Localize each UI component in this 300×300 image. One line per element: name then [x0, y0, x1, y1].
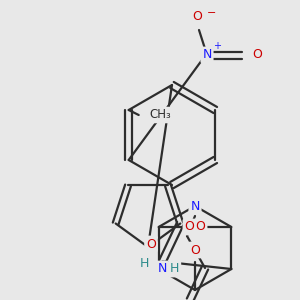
Text: O: O: [146, 238, 156, 250]
Text: H: H: [140, 257, 149, 270]
Text: O: O: [252, 49, 262, 62]
Text: N: N: [190, 200, 200, 212]
Text: N: N: [202, 49, 212, 62]
Text: O: O: [192, 11, 202, 23]
Text: CH₃: CH₃: [150, 109, 172, 122]
Text: N: N: [158, 262, 167, 275]
Text: +: +: [213, 41, 221, 51]
Text: O: O: [184, 220, 194, 233]
Text: −: −: [207, 8, 217, 18]
Text: H: H: [170, 262, 179, 275]
Text: O: O: [190, 244, 200, 256]
Text: O: O: [196, 220, 206, 233]
